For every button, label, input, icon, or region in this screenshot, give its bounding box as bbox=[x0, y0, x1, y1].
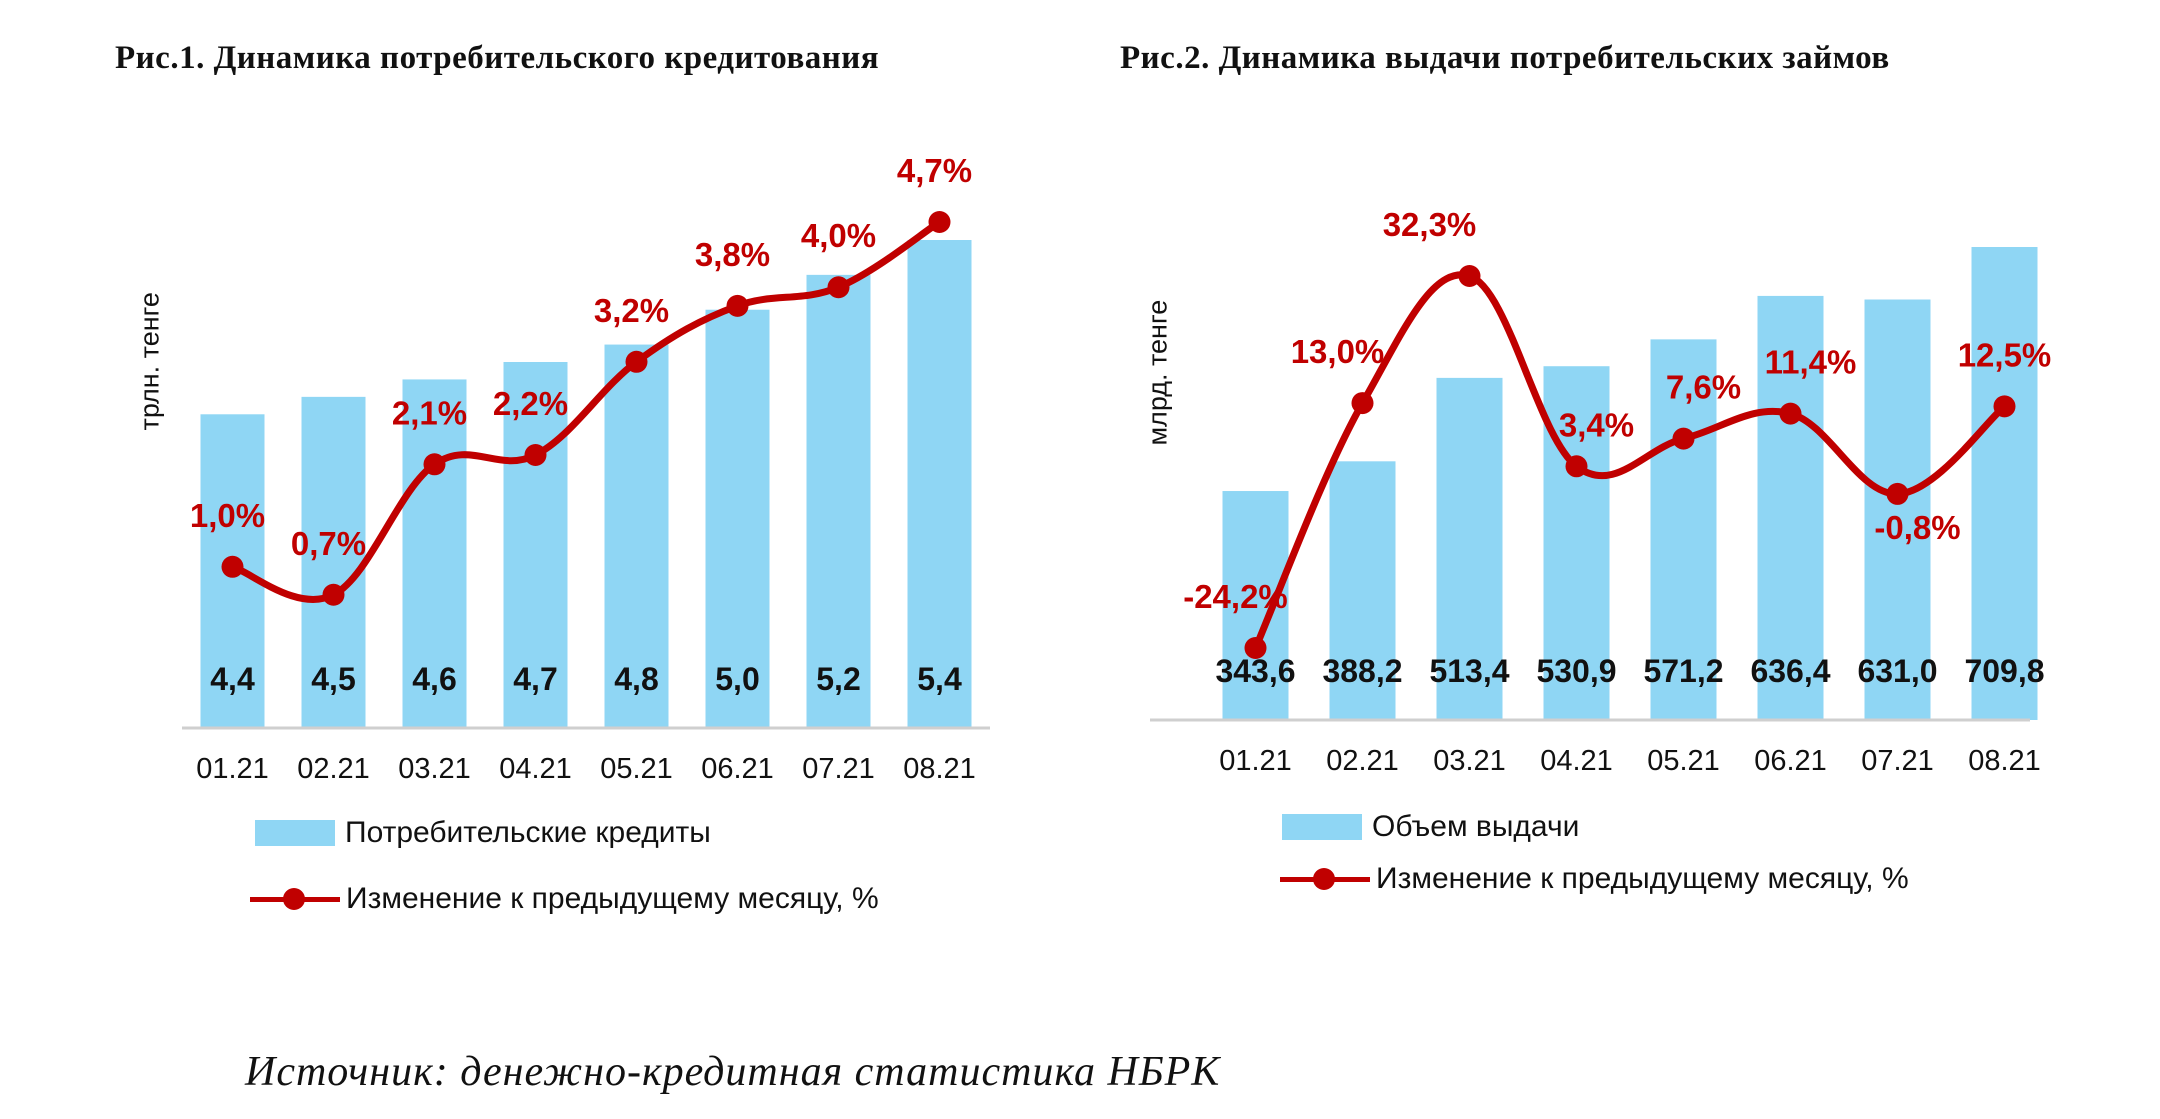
line-value-label: 2,2% bbox=[493, 385, 568, 422]
line-value-label: -24,2% bbox=[1183, 578, 1288, 615]
bar bbox=[1757, 295, 1824, 720]
bar-value-label: 4,5 bbox=[311, 661, 355, 697]
line-value-label: 4,7% bbox=[897, 152, 972, 189]
x-tick-label: 01.21 bbox=[1219, 745, 1292, 777]
x-tick-label: 03.21 bbox=[398, 753, 471, 785]
x-tick-label: 02.21 bbox=[1326, 745, 1399, 777]
bar-value-label: 5,0 bbox=[715, 661, 759, 697]
line-value-label: 2,1% bbox=[392, 394, 467, 431]
line-value-label: 3,8% bbox=[695, 236, 770, 273]
line-point bbox=[1993, 395, 2016, 418]
x-tick-label: 04.21 bbox=[1540, 745, 1613, 777]
line-value-label: 7,6% bbox=[1666, 369, 1741, 406]
bar bbox=[1971, 247, 2038, 720]
x-tick-label: 07.21 bbox=[1861, 745, 1934, 777]
bar-value-label: 571,2 bbox=[1643, 653, 1723, 689]
bar-value-label: 5,2 bbox=[816, 661, 860, 697]
line-point bbox=[524, 443, 547, 466]
chart1-legend-bar: Потребительские кредиты bbox=[255, 816, 711, 850]
bar-value-label: 530,9 bbox=[1536, 653, 1616, 689]
x-tick-label: 05.21 bbox=[1647, 745, 1720, 777]
x-tick-label: 04.21 bbox=[499, 753, 572, 785]
legend-line-swatch bbox=[1280, 866, 1370, 892]
line-value-label: 11,4% bbox=[1765, 344, 1857, 381]
bar-value-label: 4,4 bbox=[210, 661, 255, 697]
x-tick-label: 06.21 bbox=[701, 753, 774, 785]
legend-line-swatch bbox=[250, 886, 340, 912]
chart2-title: Рис.2. Динамика выдачи потребительских з… bbox=[1120, 40, 1890, 76]
line-value-label: 1,0% bbox=[190, 497, 265, 534]
legend-bar-swatch bbox=[255, 820, 335, 846]
bar bbox=[907, 240, 972, 728]
x-tick-label: 01.21 bbox=[196, 753, 269, 785]
bar-value-label: 4,8 bbox=[614, 661, 658, 697]
legend-line-label: Изменение к предыдущему месяцу, % bbox=[1376, 862, 1909, 895]
chart1-legend-line: Изменение к предыдущему месяцу, % bbox=[250, 882, 879, 916]
bar bbox=[1222, 491, 1289, 720]
line-point bbox=[221, 555, 244, 578]
line-value-label: 0,7% bbox=[291, 525, 366, 562]
line-value-label: 4,0% bbox=[801, 217, 876, 254]
bar bbox=[705, 309, 770, 728]
line-point bbox=[1779, 402, 1802, 425]
line-value-label: 13,0% bbox=[1291, 333, 1385, 370]
x-tick-label: 02.21 bbox=[297, 753, 370, 785]
x-tick-label: 03.21 bbox=[1433, 745, 1506, 777]
line-point bbox=[322, 583, 345, 606]
bar-value-label: 4,7 bbox=[513, 661, 557, 697]
line-point bbox=[1244, 637, 1267, 659]
x-tick-label: 08.21 bbox=[1968, 745, 2041, 777]
bar bbox=[503, 362, 568, 728]
line-value-label: 3,4% bbox=[1559, 406, 1634, 443]
legend-bar-label: Потребительские кредиты bbox=[345, 816, 711, 849]
line-series bbox=[229, 218, 943, 603]
x-tick-label: 05.21 bbox=[600, 753, 673, 785]
legend-bar-label: Объем выдачи bbox=[1372, 810, 1580, 843]
bar-value-label: 631,0 bbox=[1857, 653, 1937, 689]
bar-value-label: 709,8 bbox=[1964, 653, 2044, 689]
x-tick-label: 07.21 bbox=[802, 753, 875, 785]
line-point bbox=[928, 211, 951, 233]
bar bbox=[604, 344, 669, 728]
line-point bbox=[827, 276, 850, 299]
line-value-label: -0,8% bbox=[1874, 509, 1960, 546]
line-point bbox=[1565, 455, 1588, 478]
chart1-title: Рис.1. Динамика потребительского кредито… bbox=[115, 40, 880, 76]
line-value-label: 32,3% bbox=[1383, 206, 1477, 243]
bar-value-label: 513,4 bbox=[1429, 653, 1509, 689]
bar-value-label: 5,4 bbox=[917, 661, 962, 697]
bar bbox=[806, 274, 871, 728]
legend-line-label: Изменение к предыдущему месяцу, % bbox=[346, 882, 879, 915]
line-point bbox=[1351, 392, 1374, 415]
x-tick-label: 08.21 bbox=[903, 753, 976, 785]
bar bbox=[1650, 339, 1717, 720]
bar-value-label: 4,6 bbox=[412, 661, 456, 697]
line-point bbox=[1458, 265, 1481, 287]
line-point bbox=[1672, 427, 1695, 450]
bar bbox=[301, 396, 366, 728]
line-point bbox=[1886, 482, 1909, 505]
source-note: Источник: денежно-кредитная статистика Н… bbox=[245, 1049, 1221, 1095]
line-point bbox=[625, 350, 648, 373]
x-tick-label: 06.21 bbox=[1754, 745, 1827, 777]
bar bbox=[1436, 377, 1503, 720]
bar-value-label: 388,2 bbox=[1322, 653, 1402, 689]
bar bbox=[1543, 366, 1610, 720]
chart2-legend-bar: Объем выдачи bbox=[1282, 810, 1579, 844]
bar-value-label: 636,4 bbox=[1750, 653, 1830, 689]
line-point bbox=[423, 453, 446, 476]
bar bbox=[1329, 461, 1396, 720]
chart2-legend-line: Изменение к предыдущему месяцу, % bbox=[1280, 862, 1909, 896]
legend-bar-swatch bbox=[1282, 814, 1362, 840]
bar bbox=[1864, 299, 1931, 720]
line-value-label: 3,2% bbox=[594, 292, 669, 329]
line-point bbox=[726, 294, 749, 317]
line-value-label: 12,5% bbox=[1958, 336, 2052, 373]
bar bbox=[402, 379, 467, 728]
